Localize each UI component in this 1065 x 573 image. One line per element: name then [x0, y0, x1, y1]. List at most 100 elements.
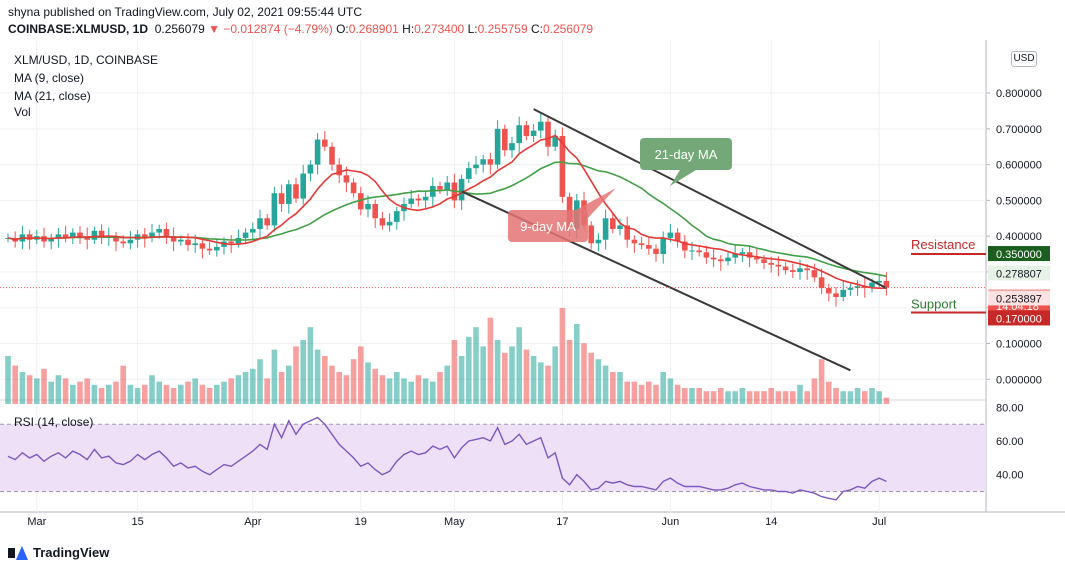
candle-body	[631, 239, 638, 244]
candle-body	[494, 128, 501, 165]
candle-body	[696, 250, 702, 253]
candle-body	[833, 293, 839, 297]
volume-bar	[271, 349, 278, 404]
candle-body	[466, 168, 472, 179]
volume-bar	[5, 356, 11, 404]
symbol-label: COINBASE:XLMUSD, 1D	[8, 22, 149, 36]
volume-bar	[775, 391, 782, 404]
volume-bar	[869, 388, 875, 404]
time-tick-label: Jun	[662, 516, 680, 528]
publish-info: shyna published on TradingView.com, July…	[8, 5, 362, 19]
volume-bar	[62, 378, 69, 404]
volume-bar	[163, 384, 170, 404]
candle-body	[444, 182, 450, 190]
rsi-tick-label: 40.00	[996, 470, 1024, 482]
candle-body	[314, 139, 321, 165]
volume-bar	[408, 381, 414, 404]
volume-bar	[422, 378, 429, 404]
volume-bar	[257, 359, 263, 404]
volume-bar	[653, 384, 659, 404]
currency-button[interactable]: USD	[1011, 51, 1037, 67]
volume-bar	[566, 340, 573, 404]
candle-body	[178, 239, 184, 242]
volume-bar	[221, 381, 227, 404]
candle-body	[458, 178, 465, 201]
candle-body	[113, 236, 119, 242]
volume-bar	[451, 340, 458, 404]
volume-bar	[77, 381, 83, 404]
volume-bar	[401, 378, 407, 404]
volume-bar	[185, 381, 191, 404]
volume-bar	[840, 391, 846, 404]
candle-body	[509, 143, 515, 151]
rsi-legend[interactable]: RSI (14, close)	[14, 415, 94, 429]
candle-body	[775, 264, 782, 267]
volume-bar	[725, 391, 731, 404]
support-text: Support	[911, 296, 957, 311]
volume-bar	[746, 391, 753, 404]
volume-bar	[502, 352, 508, 404]
price-tick-label: 0.700000	[996, 124, 1042, 136]
time-tick-label: Jul	[872, 516, 886, 528]
volume-bar	[106, 384, 112, 404]
volume-bar	[473, 327, 479, 404]
price-tick-label: 0.500000	[996, 195, 1042, 207]
candle-body	[257, 218, 263, 229]
volume-bar	[156, 381, 162, 404]
open-label: O:	[336, 22, 349, 36]
volume-bar	[178, 384, 184, 404]
candle-body	[77, 232, 83, 237]
candle-body	[250, 229, 256, 233]
candle-body	[502, 128, 508, 151]
ma21-legend[interactable]: MA (21, close)	[14, 89, 91, 103]
price-label-resistance: 0.350000	[996, 249, 1042, 261]
candle-body	[192, 243, 198, 246]
time-tick-label: Mar	[27, 516, 46, 528]
ma21-callout-box	[640, 138, 732, 170]
volume-bar	[386, 378, 393, 404]
candle-body	[811, 270, 818, 278]
volume-legend[interactable]: Vol	[14, 105, 31, 119]
candle-body	[437, 186, 443, 190]
volume-bar	[415, 375, 422, 404]
price-tick-label: 0.000000	[996, 374, 1042, 386]
tradingview-logo[interactable]: TradingView	[8, 545, 109, 560]
ma9-line	[7, 134, 887, 289]
open-value: 0.268901	[348, 22, 399, 36]
volume-bar	[444, 365, 450, 404]
candle-body	[883, 280, 890, 288]
time-tick-label: May	[444, 516, 465, 528]
candle-body	[70, 232, 76, 238]
volume-bar	[300, 340, 306, 404]
volume-bar	[286, 365, 292, 404]
volume-bar	[588, 352, 594, 404]
chart-title: XLM/USD, 1D, COINBASE	[14, 53, 159, 67]
ma9-legend[interactable]: MA (9, close)	[14, 71, 85, 85]
price-tick-label: 0.400000	[996, 231, 1042, 243]
price-tick-label: 0.600000	[996, 160, 1042, 172]
candle-body	[329, 146, 335, 165]
candle-body	[602, 218, 609, 240]
candle-body	[286, 184, 292, 204]
candle-body	[487, 159, 494, 165]
volume-bar	[624, 381, 630, 404]
volume-bar	[667, 378, 674, 404]
volume-bar	[26, 375, 33, 404]
volume-bar	[638, 384, 645, 404]
volume-bar	[293, 346, 299, 404]
volume-bar	[710, 391, 717, 404]
candle-body	[473, 164, 479, 169]
volume-bar	[833, 388, 839, 404]
candle-body	[638, 243, 645, 246]
ma9-callout-text: 9-day MA	[520, 219, 576, 234]
candle-body	[336, 164, 342, 176]
candle-body	[48, 237, 54, 242]
candle-body	[682, 241, 688, 251]
volume-bar	[120, 365, 126, 404]
candle-body	[480, 159, 486, 165]
candle-body	[307, 164, 314, 174]
candle-body	[142, 234, 148, 238]
price-label-bg	[988, 265, 1050, 281]
candle-body	[754, 257, 760, 260]
